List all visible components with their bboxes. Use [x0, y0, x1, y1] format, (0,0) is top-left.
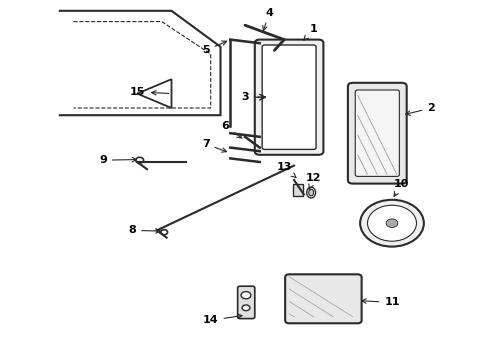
- Text: 9: 9: [99, 155, 137, 165]
- Circle shape: [386, 219, 398, 228]
- FancyBboxPatch shape: [262, 45, 316, 149]
- Text: 1: 1: [304, 24, 318, 40]
- Text: 4: 4: [263, 8, 273, 30]
- Text: 3: 3: [241, 92, 266, 102]
- FancyBboxPatch shape: [255, 40, 323, 155]
- Circle shape: [242, 305, 250, 311]
- Ellipse shape: [307, 187, 316, 198]
- Text: 15: 15: [129, 87, 169, 97]
- Text: 11: 11: [362, 297, 400, 307]
- Text: 6: 6: [221, 121, 242, 138]
- Circle shape: [360, 200, 424, 247]
- FancyBboxPatch shape: [238, 286, 255, 319]
- Text: 14: 14: [203, 314, 242, 325]
- Bar: [293, 184, 303, 196]
- Circle shape: [241, 292, 251, 299]
- Ellipse shape: [309, 189, 314, 196]
- Circle shape: [368, 205, 416, 241]
- FancyBboxPatch shape: [285, 274, 362, 323]
- FancyBboxPatch shape: [355, 90, 399, 176]
- Text: 2: 2: [406, 103, 435, 115]
- Text: 10: 10: [394, 179, 410, 196]
- Text: 12: 12: [306, 173, 321, 189]
- FancyBboxPatch shape: [348, 83, 407, 184]
- Text: 7: 7: [202, 139, 226, 152]
- Text: 8: 8: [128, 225, 160, 235]
- Text: 13: 13: [276, 162, 296, 177]
- Text: 5: 5: [202, 41, 226, 55]
